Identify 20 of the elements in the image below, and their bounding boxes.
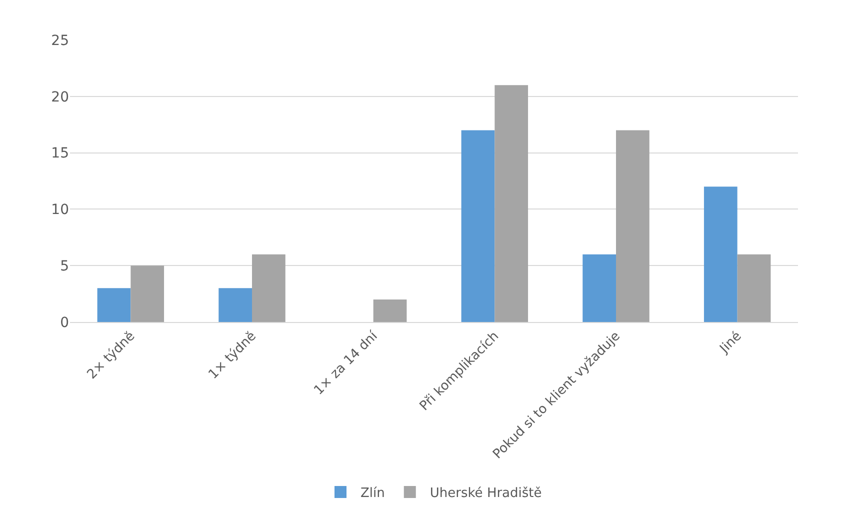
y-tick-label: 15 <box>51 146 69 162</box>
bar <box>582 254 616 322</box>
bar <box>252 254 286 322</box>
bar <box>461 130 495 322</box>
bar <box>616 130 650 322</box>
y-tick-label: 20 <box>51 89 69 106</box>
bar <box>218 288 252 322</box>
y-tick-label: 25 <box>51 32 69 49</box>
legend-label: Uherské Hradiště <box>430 486 542 502</box>
y-tick-label: 0 <box>60 314 69 331</box>
y-tick-label: 5 <box>60 258 69 274</box>
bar <box>494 85 528 322</box>
x-tick-label: 1× za 14 dní <box>311 328 382 398</box>
bar <box>704 186 738 322</box>
bar <box>97 288 131 322</box>
bar <box>737 254 771 322</box>
y-tick-label: 10 <box>51 202 69 218</box>
bar <box>130 266 164 322</box>
legend-label: Zlín <box>360 486 385 502</box>
bar <box>373 299 407 322</box>
